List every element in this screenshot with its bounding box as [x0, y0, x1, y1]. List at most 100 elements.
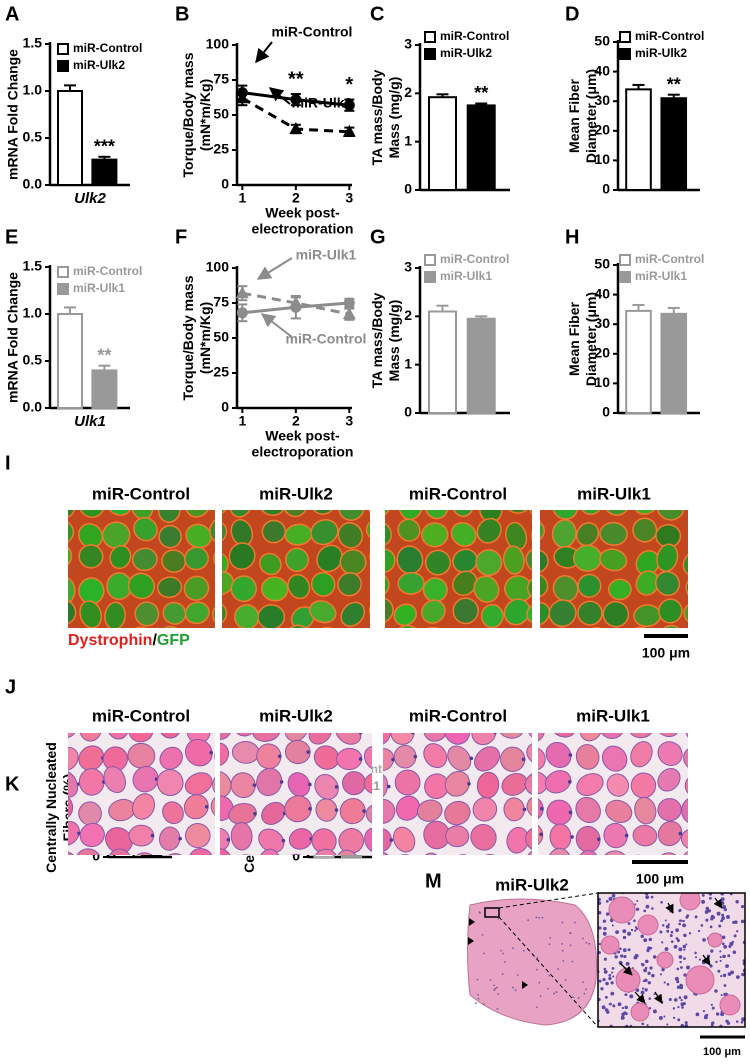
muscle-fiber: [79, 600, 103, 628]
muscle-fiber: [470, 823, 497, 851]
arrow: [634, 991, 646, 1004]
nucleus: [597, 837, 601, 842]
muscle-fiber: [68, 733, 78, 739]
nucleus-cluster: [553, 992, 556, 995]
nucleus: [677, 1018, 681, 1022]
nucleus: [644, 966, 648, 970]
muscle-fiber: [538, 733, 545, 744]
muscle-fiber: [315, 798, 338, 822]
muscle-fiber: [220, 770, 232, 798]
muscle-fiber: [453, 627, 478, 628]
nucleus: [717, 969, 721, 973]
muscle-fiber: [683, 601, 688, 625]
x-tick-label: 1: [238, 190, 246, 206]
nucleus: [678, 922, 681, 926]
muscle-fiber: [261, 519, 287, 544]
y-tick-label: 0: [221, 176, 229, 192]
legend-label: miR-Control: [73, 264, 142, 278]
series-line: [242, 291, 350, 316]
muscle-fiber: [575, 522, 600, 547]
nucleus: [652, 1009, 657, 1014]
muscle-fiber: [159, 746, 183, 770]
nucleus: [701, 899, 706, 904]
nucleus: [308, 782, 312, 787]
nucleus: [682, 944, 687, 949]
inset-frame: [597, 892, 746, 1028]
nucleus: [685, 943, 688, 946]
muscle-fiber: [418, 626, 448, 628]
nucleus: [673, 998, 678, 1002]
muscle-fiber: [261, 801, 286, 825]
muscle-fiber: [385, 596, 394, 624]
nucleus: [682, 919, 685, 923]
point: [342, 124, 356, 137]
nucleus: [391, 859, 395, 863]
nucleus: [598, 942, 602, 946]
muscle-fiber: [368, 629, 393, 653]
nucleus: [688, 932, 692, 935]
legend-label: miR-Ulk1: [440, 269, 492, 283]
y-tick-label: 100: [206, 36, 230, 52]
muscle-fiber: [473, 575, 500, 603]
muscle-fiber: [310, 518, 339, 546]
muscle-fiber: [184, 738, 213, 767]
nucleus: [598, 979, 602, 983]
muscle-fiber: [607, 578, 632, 601]
muscle-fiber: [68, 576, 76, 606]
nucleus: [612, 1004, 616, 1008]
nucleus: [281, 838, 286, 843]
nucleus: [723, 908, 727, 912]
nucleus: [178, 836, 182, 841]
legend-swatch: [619, 254, 631, 266]
nucleus: [604, 1008, 609, 1012]
muscle-fiber: [220, 733, 232, 741]
y-tick-label: 1.0: [23, 82, 43, 98]
muscle-fiber: [220, 848, 233, 855]
muscle-fiber: [106, 733, 130, 740]
panel-letter: C: [370, 3, 384, 25]
panel-letter: I: [5, 452, 11, 474]
nucleus-cluster: [561, 949, 564, 952]
muscle-fiber: [132, 765, 159, 793]
nucleus: [467, 781, 471, 786]
muscle-fiber: [450, 522, 477, 547]
nucleus-cluster: [483, 1003, 485, 1006]
nucleus-cluster: [569, 944, 572, 947]
muscle-fiber: [471, 733, 497, 746]
nucleus: [605, 900, 609, 903]
nucleus: [603, 967, 607, 971]
y-axis-label: (mN*m/Kg): [197, 79, 213, 151]
nucleus: [611, 893, 616, 898]
bar: [625, 309, 652, 415]
nucleus: [740, 905, 745, 909]
muscle-fiber: [231, 627, 257, 628]
nucleus-cluster: [541, 916, 544, 919]
panel-letter: A: [5, 3, 19, 25]
y-tick-label: 10: [594, 151, 610, 167]
y-axis-label: mRNA Fold Change: [5, 272, 21, 403]
muscle-fiber: [548, 599, 577, 628]
muscle-fiber: [606, 773, 629, 797]
y-tick-label: 0: [602, 181, 610, 197]
muscle-fiber: [383, 772, 389, 801]
nucleus: [306, 728, 310, 732]
x-axis-label: Week post-: [265, 428, 340, 444]
y-tick-label: 25: [213, 364, 229, 380]
nucleus: [635, 988, 640, 992]
nucleus: [720, 994, 723, 997]
nucleus: [659, 930, 663, 934]
nucleus: [740, 1021, 744, 1024]
nucleus-cluster: [479, 911, 481, 914]
muscle-fiber: [423, 743, 448, 769]
nucleus: [710, 1023, 714, 1027]
nucleus: [150, 833, 155, 838]
nucleus: [622, 935, 627, 940]
nucleus: [676, 967, 680, 971]
muscle-fiber: [656, 543, 679, 573]
nucleus: [597, 861, 601, 865]
nucleus-cluster: [547, 987, 549, 990]
nucleus-cluster: [548, 974, 551, 977]
nucleus-cluster: [493, 984, 495, 987]
nucleus: [723, 984, 727, 987]
muscle-fiber: [339, 798, 366, 825]
